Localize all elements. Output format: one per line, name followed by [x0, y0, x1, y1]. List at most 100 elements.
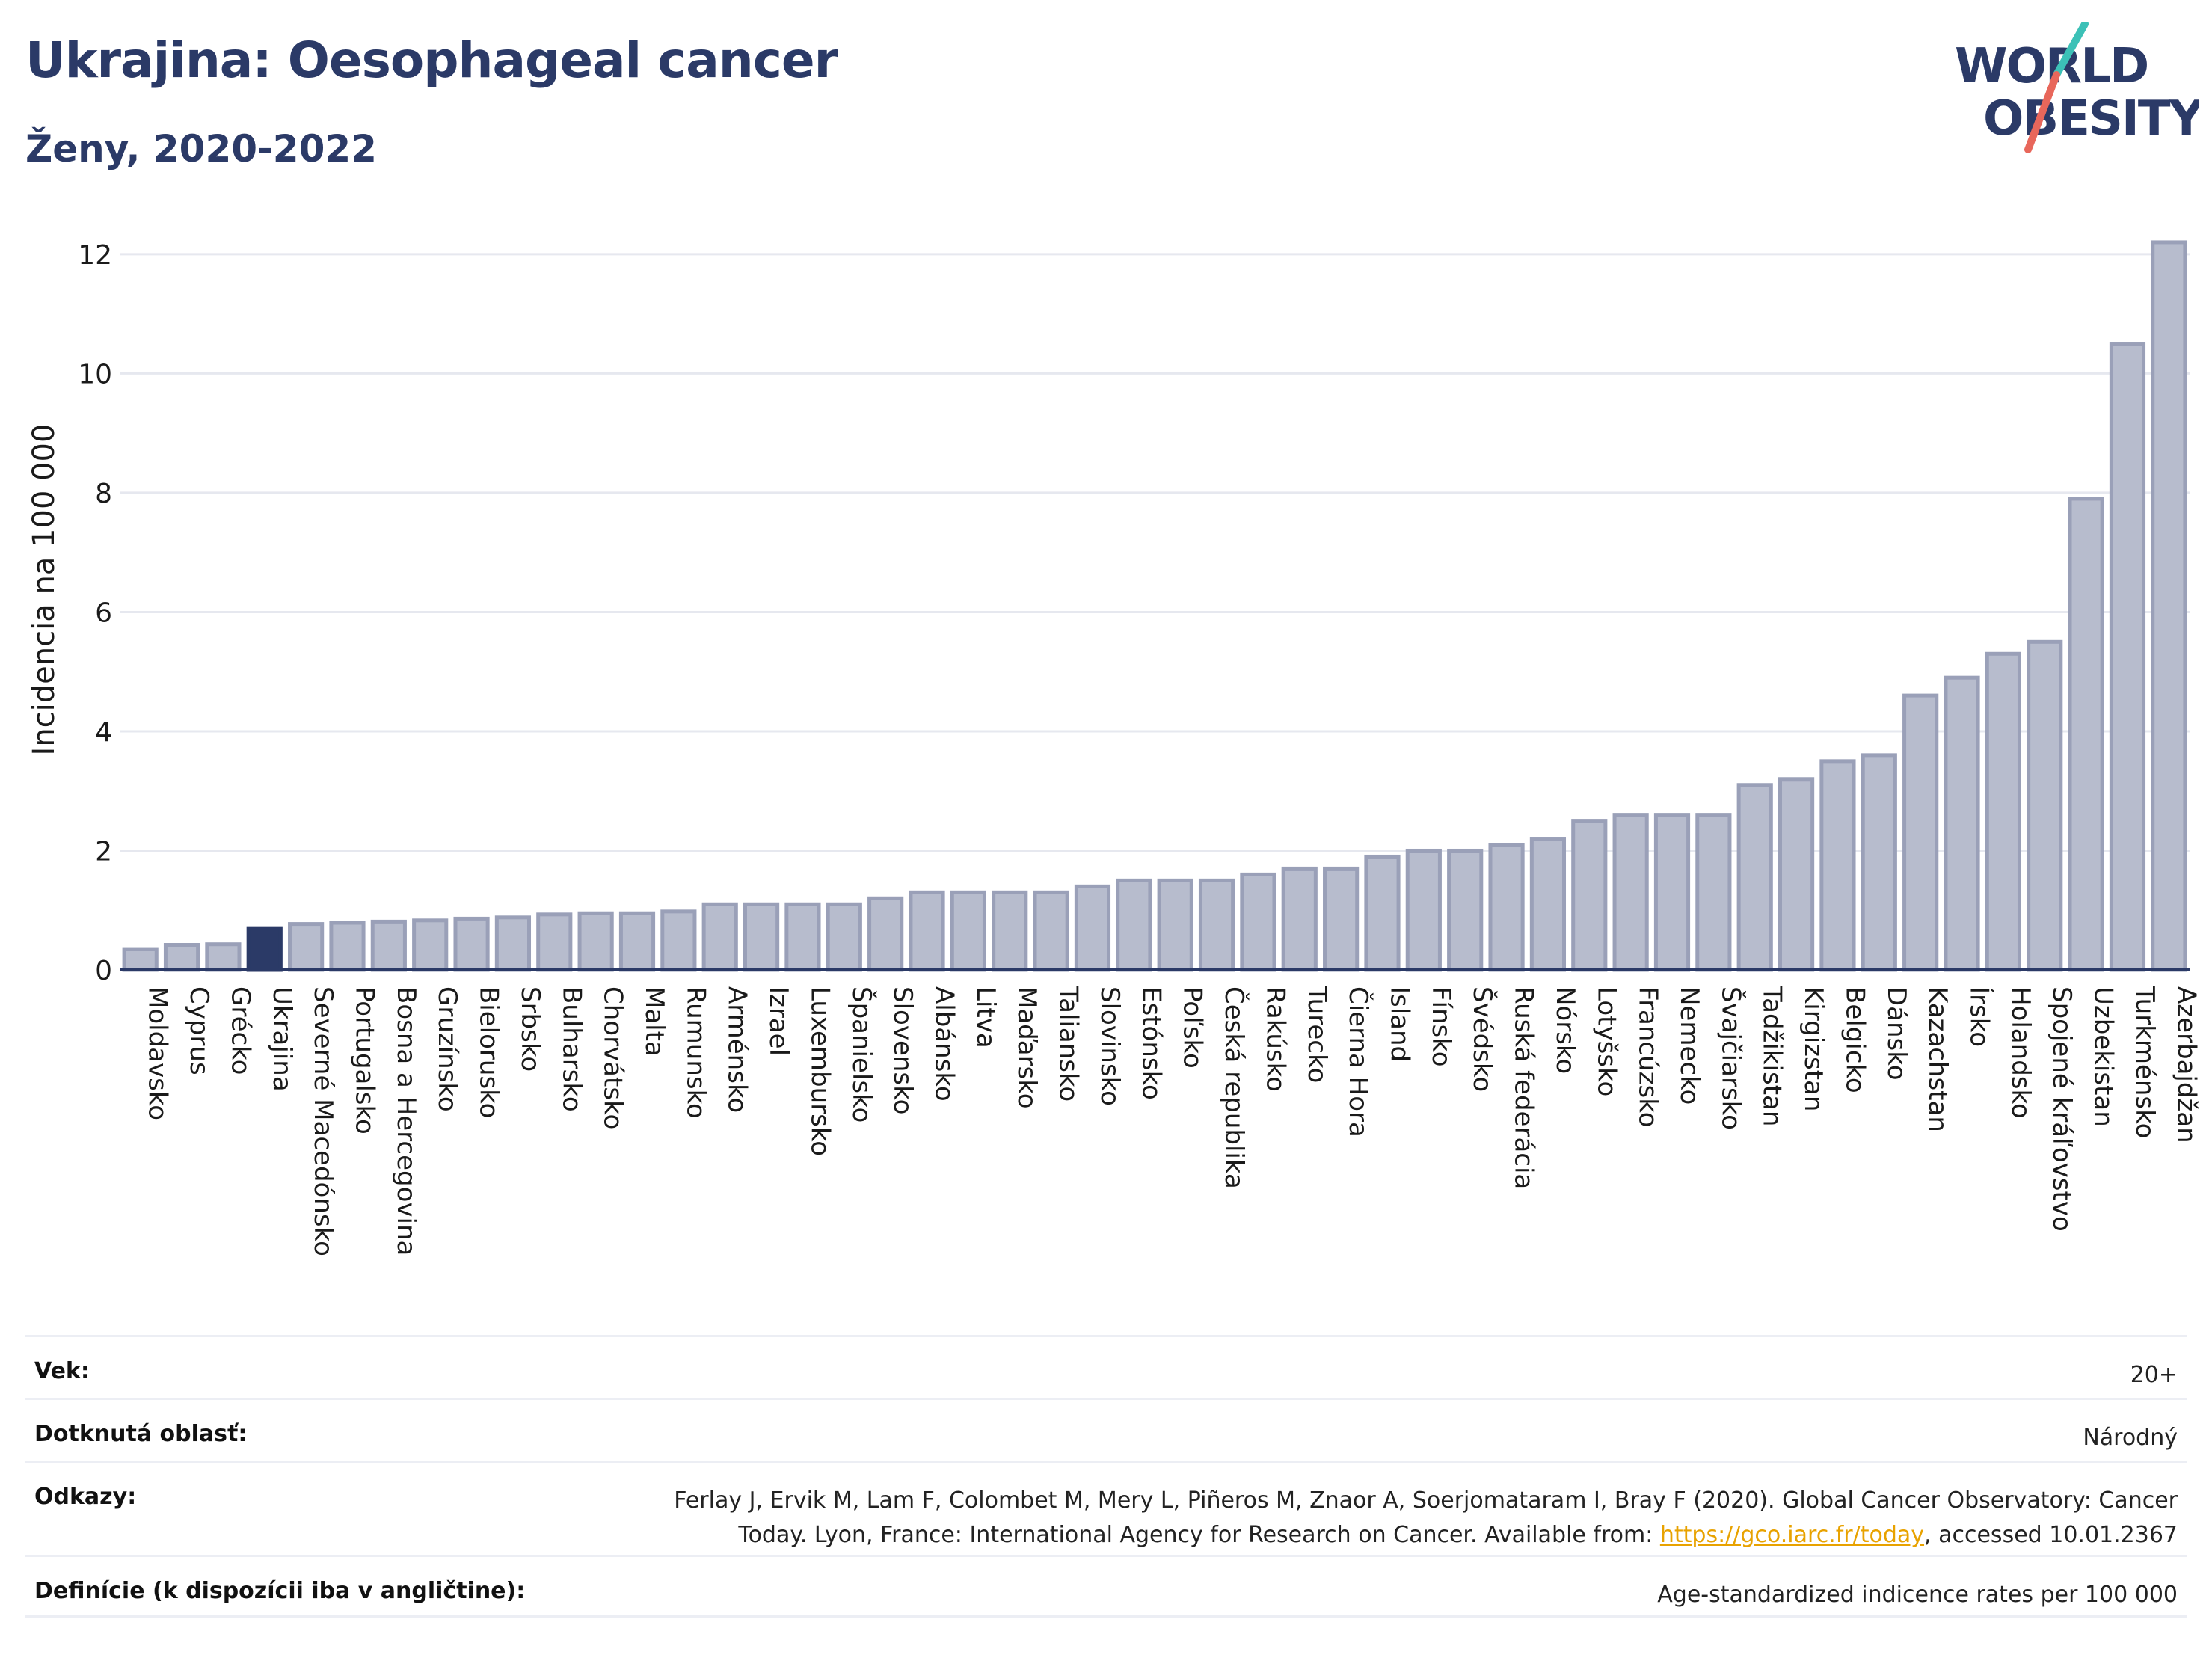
bar-uzbekistan	[2068, 497, 2104, 972]
info-label-age: Vek:	[34, 1358, 90, 1384]
bar-turecko	[1281, 866, 1318, 972]
y-tick-label: 0	[95, 956, 112, 986]
x-tick-label: Albánsko	[930, 986, 959, 1102]
bar-fínsko	[1405, 848, 1442, 972]
bar-spojené-kráľovstvo	[2027, 639, 2063, 972]
x-tick-label: Maďarsko	[1012, 986, 1042, 1109]
x-tick-labels: Moldavsko Cyprus Grécko Ukrajina Severné Mac…	[143, 986, 2202, 1256]
bar-česká-republika	[1198, 878, 1235, 972]
info-value-definitions: Age-standardized indicence rates per 100…	[1657, 1582, 2178, 1608]
bar-holandsko	[1985, 651, 2021, 972]
x-tick-label: Bulharsko	[556, 986, 586, 1112]
x-tick-label: Portugalsko	[349, 986, 379, 1134]
bar-rumunsko	[660, 909, 697, 972]
bar-azerbajdžan	[2151, 240, 2187, 972]
y-tick-label: 6	[95, 598, 112, 628]
x-tick-label: Ukrajina	[267, 986, 297, 1092]
y-tick-label: 10	[78, 359, 112, 390]
x-tick-label: Belgicko	[1840, 986, 1870, 1093]
x-tick-label: Izrael	[764, 986, 793, 1056]
bar-slovinsko	[1074, 884, 1111, 972]
x-tick-label: Slovinsko	[1095, 986, 1125, 1106]
info-label-area: Dotknutá oblasť:	[34, 1421, 248, 1447]
x-tick-label: Luxembursko	[805, 986, 835, 1156]
bar-taliansko	[1033, 890, 1069, 972]
bar-ruská-federácia	[1488, 843, 1525, 972]
bar-severné-macedónsko	[288, 922, 325, 972]
logo-line2: OBESITY	[1983, 91, 2199, 147]
x-tick-label: Spojené kráľovstvo	[2047, 986, 2077, 1232]
bar-cyprus	[163, 943, 200, 972]
x-tick-label: Španielsko	[847, 986, 877, 1123]
x-tick-label: Uzbekistan	[2089, 986, 2119, 1127]
chart-subtitle: Ženy, 2020-2022	[25, 127, 377, 171]
y-tick-label: 4	[95, 717, 112, 748]
x-tick-label: Island	[1384, 986, 1414, 1062]
bar-maďarsko	[992, 890, 1028, 972]
x-tick-label: Moldavsko	[143, 986, 173, 1120]
x-tick-label: Litva	[971, 986, 1001, 1048]
bar-kazachstan	[1902, 693, 1939, 972]
x-tick-label: Slovensko	[888, 986, 918, 1114]
bar-francúzsko	[1612, 813, 1649, 972]
chart-title: Ukrajina: Oesophageal cancer	[25, 31, 838, 89]
x-tick-label: Lotyšsko	[1591, 986, 1621, 1096]
reference-line1: Ferlay J, Ervik M, Lam F, Colombet M, Me…	[674, 1487, 2178, 1514]
x-tick-label: Gruzínsko	[432, 986, 462, 1112]
bar-chorvátsko	[577, 911, 614, 972]
x-tick-label: Poľsko	[1178, 986, 1208, 1069]
bar-srbsko	[494, 915, 532, 972]
reference-link[interactable]: https://gco.iarc.fr/today	[1659, 1522, 1925, 1548]
x-tick-label: Kazachstan	[1923, 986, 1953, 1132]
info-row-definitions: Definície (k dispozícii iba v angličtine…	[25, 1555, 2187, 1618]
bar-island	[1364, 854, 1401, 972]
x-tick-label: Nórsko	[1550, 986, 1580, 1074]
bar-gruzínsko	[412, 918, 449, 972]
y-axis-label: Incidencia na 100 000	[27, 424, 61, 756]
reference-line2-pre: Today. Lyon, France: International Agenc…	[738, 1522, 1660, 1548]
logo-slash-red	[2024, 71, 2060, 153]
info-value-references: Ferlay J, Ervik M, Lam F, Colombet M, Me…	[674, 1484, 2178, 1553]
y-tick-label: 8	[95, 479, 112, 509]
info-value-age: 20+	[2130, 1362, 2178, 1388]
bar-estónsko	[1116, 878, 1152, 972]
x-tick-label: Írsko	[1964, 986, 1995, 1047]
y-tick-label: 12	[78, 240, 112, 271]
bar-írsko	[1944, 675, 1980, 972]
info-row-references: Odkazy: Ferlay J, Ervik M, Lam F, Colomb…	[25, 1461, 2187, 1555]
bar-nemecko	[1653, 813, 1691, 972]
bar-čierna-hora	[1323, 866, 1360, 972]
x-tick-label: Kirgizstan	[1798, 986, 1828, 1111]
bar-moldavsko	[122, 947, 159, 972]
logo-slash-teal	[2053, 22, 2089, 79]
bar-arménsko	[701, 902, 738, 972]
x-tick-label: Turkménsko	[2130, 986, 2160, 1138]
bar-bulharsko	[536, 912, 573, 972]
bar-rakúsko	[1240, 872, 1276, 972]
info-row-area: Dotknutá oblasť: Národný	[25, 1398, 2187, 1461]
bar-bosna-a-hercegovina	[370, 919, 407, 972]
bar-švajčiarsko	[1695, 813, 1732, 972]
world-obesity-logo: WORLD OBESITY	[1955, 22, 2199, 153]
y-tick-label: 2	[95, 836, 112, 867]
bar-portugalsko	[329, 921, 366, 972]
info-label-definitions: Definície (k dispozícii iba v angličtine…	[34, 1578, 526, 1604]
bar-litva	[950, 890, 986, 972]
bar-izrael	[743, 902, 780, 972]
x-tick-label: Bosna a Hercegovina	[391, 986, 421, 1256]
bar-ukrajina	[246, 926, 283, 972]
info-row-age: Vek: 20+	[25, 1335, 2187, 1398]
x-tick-label: Malta	[639, 986, 669, 1057]
x-tick-label: Cyprus	[184, 986, 214, 1075]
bar-grécko	[205, 942, 242, 972]
x-tick-label: Turecko	[1302, 986, 1332, 1083]
bar-albánsko	[909, 890, 945, 972]
info-table: Vek: 20+ Dotknutá oblasť: Národný Odkazy…	[25, 1335, 2187, 1618]
x-tick-label: Švajčiarsko	[1715, 986, 1746, 1130]
bar-belgicko	[1819, 759, 1856, 972]
bar-bielorusko	[453, 916, 490, 972]
y-tick-labels: 0 2 4 6 8 10 12	[78, 240, 112, 986]
bars-layer	[122, 240, 2187, 972]
x-tick-label: Fínsko	[1426, 986, 1456, 1067]
x-tick-label: Rakúsko	[1260, 986, 1290, 1092]
